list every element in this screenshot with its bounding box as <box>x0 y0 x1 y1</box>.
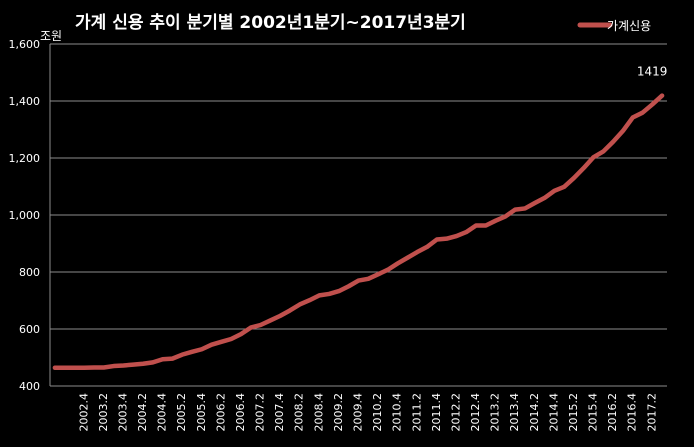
y-tick-label: 1,000 <box>9 209 41 222</box>
y-tick-label: 1,400 <box>9 95 41 108</box>
data-label: 1419 <box>637 65 668 79</box>
series-line <box>52 93 665 371</box>
x-tick-label: 2009.4 <box>352 393 365 432</box>
x-tick-label: 2014.2 <box>528 393 541 432</box>
x-tick-label: 2015.4 <box>587 393 600 432</box>
x-tick-label: 2002.4 <box>77 393 90 432</box>
x-tick-label: 2007.4 <box>273 393 286 432</box>
x-tick-label: 2013.2 <box>489 393 502 432</box>
x-tick-label: 2005.4 <box>195 393 208 432</box>
x-tick-label: 2004.2 <box>136 393 149 432</box>
x-tick-label: 2017.2 <box>645 393 658 432</box>
x-tick-label: 2011.4 <box>430 393 443 432</box>
x-tick-label: 2006.2 <box>214 393 227 432</box>
x-tick-label: 2007.2 <box>254 393 267 432</box>
x-tick-label: 2004.4 <box>156 393 169 432</box>
y-tick-label: 800 <box>19 266 40 279</box>
y-axis-label: 조원 <box>40 29 62 43</box>
x-tick-label: 2014.4 <box>547 393 560 432</box>
y-tick-label: 400 <box>19 380 40 393</box>
x-tick-label: 2016.4 <box>626 393 639 432</box>
x-tick-label: 2008.4 <box>312 393 325 432</box>
x-tick-label: 2006.4 <box>234 393 247 432</box>
x-tick-label: 2008.2 <box>293 393 306 432</box>
x-tick-label: 2010.4 <box>391 393 404 432</box>
legend-label: 가계신용 <box>607 19 651 33</box>
legend: 가계신용 <box>577 19 651 33</box>
x-tick-label: 2009.2 <box>332 393 345 432</box>
x-tick-label: 2005.2 <box>175 393 188 432</box>
y-tick-label: 1,600 <box>9 38 41 51</box>
x-tick-label: 2003.4 <box>116 393 129 432</box>
x-tick-label: 2016.2 <box>606 393 619 432</box>
y-tick-label: 600 <box>19 323 40 336</box>
x-tick-label: 2012.2 <box>449 393 462 432</box>
x-axis-ticks: 2002.4 2003.2 2003.4 2004.2 2004.4 2005.2 2005… <box>77 393 658 432</box>
x-tick-label: 2015.2 <box>567 393 580 432</box>
x-tick-label: 2011.2 <box>410 393 423 432</box>
x-tick-label: 2010.2 <box>371 393 384 432</box>
gridlines <box>49 43 667 387</box>
series-group <box>52 93 665 371</box>
x-tick-label: 2012.4 <box>469 393 482 432</box>
x-tick-label: 2003.2 <box>97 393 110 432</box>
x-tick-label: 2013.4 <box>508 393 521 432</box>
y-tick-label: 1,200 <box>9 152 41 165</box>
chart-title: 가계 신용 추이 분기별 2002년1분기~2017년3분기 <box>75 13 466 33</box>
annotations: 1419 <box>637 65 668 79</box>
y-axis-ticks: 400 600 800 1,000 1,200 1,400 1,600 <box>9 38 41 393</box>
